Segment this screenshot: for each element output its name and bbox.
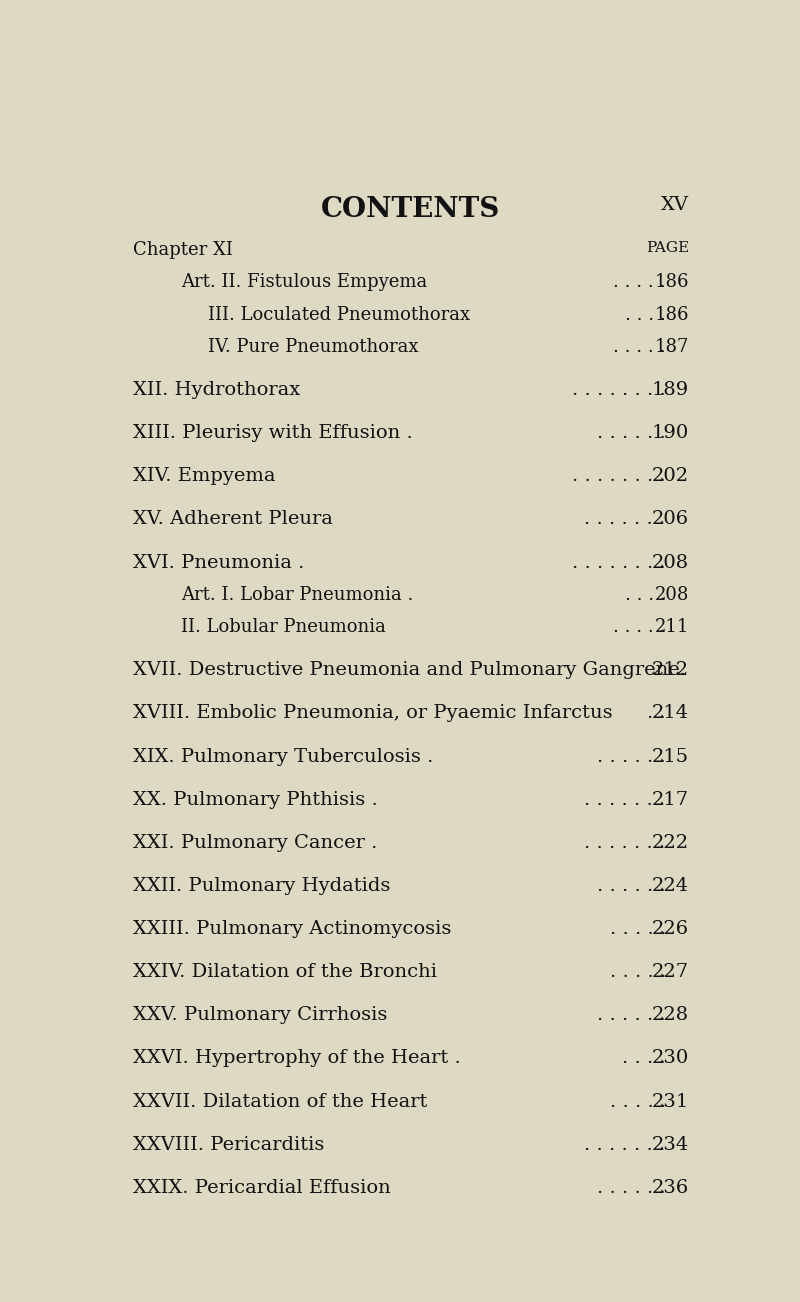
Text: 226: 226 — [652, 921, 689, 937]
Text: XIII. Pleurisy with Effusion .: XIII. Pleurisy with Effusion . — [133, 424, 412, 443]
Text: . . . . .: . . . . . — [614, 339, 666, 355]
Text: XXIV. Dilatation of the Bronchi: XXIV. Dilatation of the Bronchi — [133, 963, 437, 982]
Text: 206: 206 — [652, 510, 689, 529]
Text: Art. I. Lobar Pneumonia .: Art. I. Lobar Pneumonia . — [182, 586, 414, 604]
Text: III. Loculated Pneumothorax: III. Loculated Pneumothorax — [209, 306, 470, 324]
Text: 186: 186 — [654, 306, 689, 324]
Text: 211: 211 — [654, 618, 689, 637]
Text: 224: 224 — [652, 878, 689, 894]
Text: 236: 236 — [652, 1178, 689, 1197]
Text: . . . .: . . . . — [625, 306, 666, 324]
Text: 190: 190 — [652, 424, 689, 443]
Text: XXVI. Hypertrophy of the Heart .: XXVI. Hypertrophy of the Heart . — [133, 1049, 460, 1068]
Text: . . . . .: . . . . . — [610, 1092, 666, 1111]
Text: 227: 227 — [652, 963, 689, 982]
Text: 222: 222 — [652, 833, 689, 852]
Text: XXVIII. Pericarditis: XXVIII. Pericarditis — [133, 1135, 324, 1154]
Text: XV: XV — [661, 197, 689, 215]
Text: XVI. Pneumonia .: XVI. Pneumonia . — [133, 553, 304, 572]
Text: . . . . .: . . . . . — [610, 921, 666, 937]
Text: . . . .: . . . . — [622, 1049, 666, 1068]
Text: 208: 208 — [654, 586, 689, 604]
Text: 187: 187 — [654, 339, 689, 355]
Text: . . . . . .: . . . . . . — [597, 424, 666, 443]
Text: . . . . . . . .: . . . . . . . . — [572, 381, 666, 400]
Text: XIV. Empyema: XIV. Empyema — [133, 467, 275, 486]
Text: 202: 202 — [652, 467, 689, 486]
Text: XVII. Destructive Pneumonia and Pulmonary Gangrene.: XVII. Destructive Pneumonia and Pulmonar… — [133, 661, 686, 680]
Text: XXII. Pulmonary Hydatids: XXII. Pulmonary Hydatids — [133, 878, 390, 894]
Text: Chapter XI: Chapter XI — [133, 241, 233, 259]
Text: 186: 186 — [654, 273, 689, 292]
Text: 234: 234 — [652, 1135, 689, 1154]
Text: . . . . . . .: . . . . . . . — [585, 790, 666, 809]
Text: . . . . . . . .: . . . . . . . . — [572, 553, 666, 572]
Text: . . . . .: . . . . . — [614, 618, 666, 637]
Text: XII. Hydrothorax: XII. Hydrothorax — [133, 381, 300, 400]
Text: . . . .: . . . . — [625, 586, 666, 604]
Text: . . . . . . . .: . . . . . . . . — [572, 467, 666, 486]
Text: . . . . . .: . . . . . . — [597, 1178, 666, 1197]
Text: XXI. Pulmonary Cancer .: XXI. Pulmonary Cancer . — [133, 833, 377, 852]
Text: XIX. Pulmonary Tuberculosis .: XIX. Pulmonary Tuberculosis . — [133, 747, 433, 766]
Text: 214: 214 — [652, 704, 689, 723]
Text: IV. Pure Pneumothorax: IV. Pure Pneumothorax — [209, 339, 419, 355]
Text: . . . . . .: . . . . . . — [597, 747, 666, 766]
Text: 212: 212 — [652, 661, 689, 680]
Text: XXIII. Pulmonary Actinomycosis: XXIII. Pulmonary Actinomycosis — [133, 921, 451, 937]
Text: CONTENTS: CONTENTS — [320, 197, 500, 223]
Text: 231: 231 — [652, 1092, 689, 1111]
Text: . . . . . . .: . . . . . . . — [585, 833, 666, 852]
Text: . . . . . .: . . . . . . — [597, 1006, 666, 1025]
Text: 230: 230 — [652, 1049, 689, 1068]
Text: 217: 217 — [652, 790, 689, 809]
Text: 189: 189 — [652, 381, 689, 400]
Text: II. Lobular Pneumonia: II. Lobular Pneumonia — [182, 618, 386, 637]
Text: 228: 228 — [652, 1006, 689, 1025]
Text: XXV. Pulmonary Cirrhosis: XXV. Pulmonary Cirrhosis — [133, 1006, 387, 1025]
Text: . . . . .: . . . . . — [610, 963, 666, 982]
Text: 215: 215 — [652, 747, 689, 766]
Text: . .: . . — [647, 704, 666, 723]
Text: XXIX. Pericardial Effusion: XXIX. Pericardial Effusion — [133, 1178, 390, 1197]
Text: XX. Pulmonary Phthisis .: XX. Pulmonary Phthisis . — [133, 790, 378, 809]
Text: Art. II. Fistulous Empyema: Art. II. Fistulous Empyema — [182, 273, 428, 292]
Text: . . . . .: . . . . . — [614, 273, 666, 292]
Text: . . . . . . .: . . . . . . . — [585, 510, 666, 529]
Text: XXVII. Dilatation of the Heart: XXVII. Dilatation of the Heart — [133, 1092, 427, 1111]
Text: . . . . . .: . . . . . . — [597, 878, 666, 894]
Text: XV. Adherent Pleura: XV. Adherent Pleura — [133, 510, 333, 529]
Text: XVIII. Embolic Pneumonia, or Pyaemic Infarctus: XVIII. Embolic Pneumonia, or Pyaemic Inf… — [133, 704, 612, 723]
Text: 208: 208 — [652, 553, 689, 572]
Text: PAGE: PAGE — [646, 241, 689, 255]
Text: . . . . . . .: . . . . . . . — [585, 1135, 666, 1154]
